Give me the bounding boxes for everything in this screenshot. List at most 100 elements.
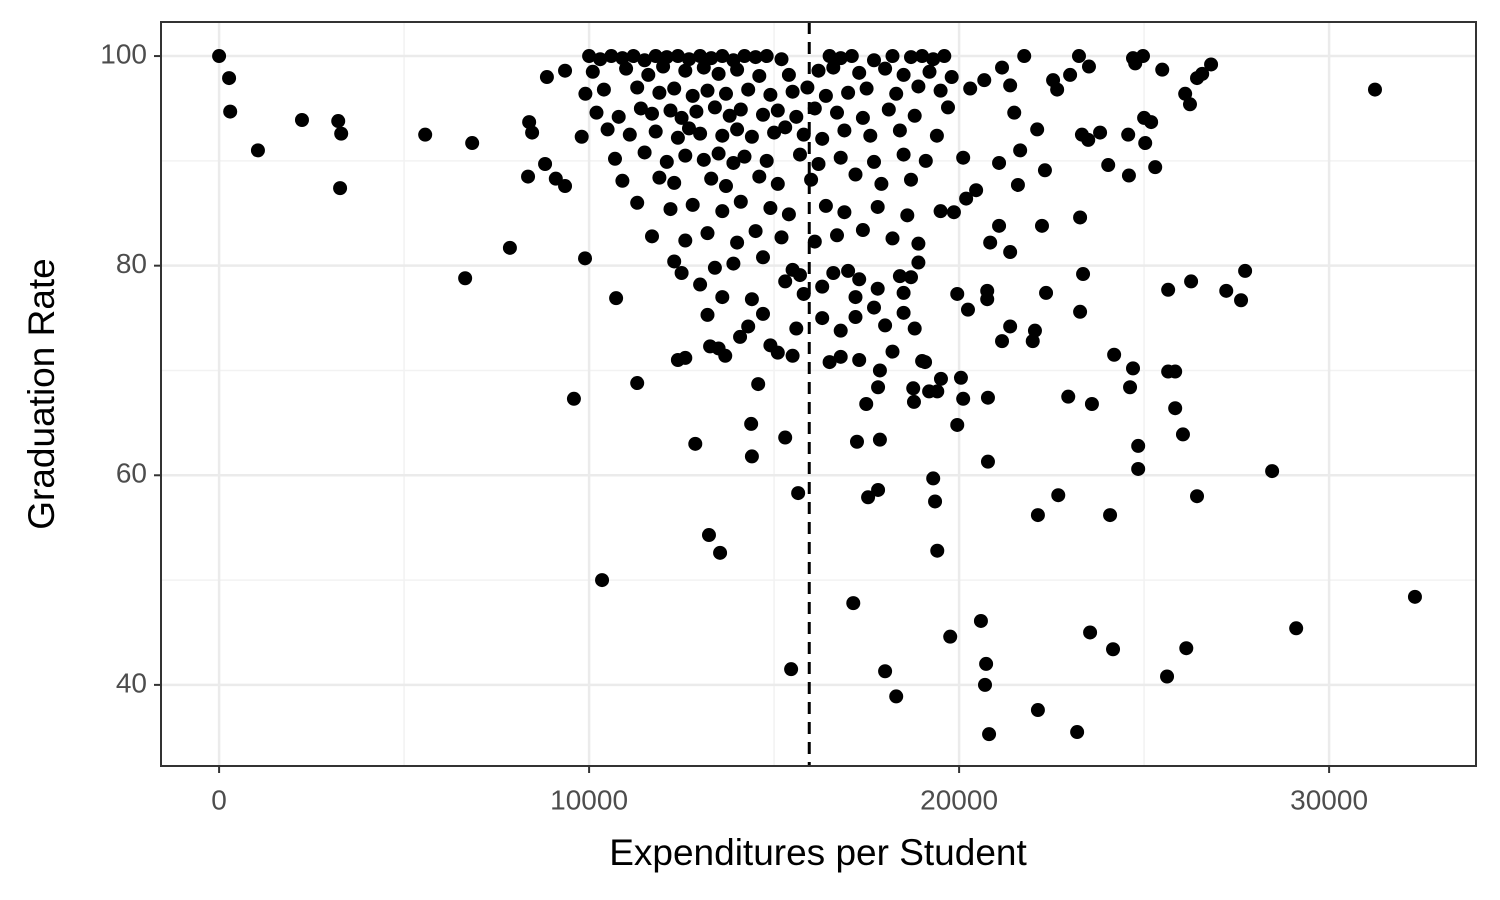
point bbox=[953, 370, 968, 385]
point bbox=[849, 434, 864, 449]
point bbox=[926, 52, 941, 67]
point bbox=[630, 80, 645, 95]
point bbox=[1161, 282, 1176, 297]
point bbox=[595, 573, 610, 588]
point bbox=[1039, 285, 1054, 300]
point bbox=[752, 68, 767, 83]
point bbox=[781, 207, 796, 222]
point bbox=[715, 204, 730, 219]
point bbox=[848, 167, 863, 182]
point bbox=[701, 528, 716, 543]
point bbox=[744, 416, 759, 431]
point bbox=[792, 268, 807, 283]
point bbox=[841, 85, 856, 100]
point bbox=[811, 63, 826, 78]
point bbox=[752, 169, 767, 184]
point bbox=[755, 250, 770, 265]
point bbox=[1168, 364, 1183, 379]
point bbox=[872, 432, 887, 447]
point bbox=[867, 53, 882, 68]
point bbox=[852, 65, 867, 80]
point bbox=[1074, 127, 1089, 142]
point bbox=[1123, 380, 1138, 395]
point bbox=[852, 352, 867, 367]
point bbox=[744, 292, 759, 307]
point bbox=[982, 727, 997, 742]
point bbox=[950, 417, 965, 432]
point bbox=[294, 112, 309, 127]
point bbox=[1076, 267, 1091, 282]
point bbox=[1160, 669, 1175, 684]
point bbox=[826, 266, 841, 281]
point bbox=[633, 101, 648, 116]
point bbox=[718, 179, 733, 194]
point bbox=[885, 344, 900, 359]
y-tick-label: 80 bbox=[116, 248, 147, 279]
point bbox=[704, 51, 719, 66]
point bbox=[889, 86, 904, 101]
point bbox=[943, 629, 958, 644]
point bbox=[744, 129, 759, 144]
point bbox=[896, 67, 911, 82]
point bbox=[1175, 427, 1190, 442]
point bbox=[741, 319, 756, 334]
point bbox=[804, 172, 819, 187]
point bbox=[767, 125, 782, 140]
point bbox=[1003, 319, 1018, 334]
point bbox=[878, 61, 893, 76]
point bbox=[1003, 245, 1018, 260]
point bbox=[730, 235, 745, 250]
point bbox=[789, 109, 804, 124]
point bbox=[222, 71, 237, 86]
point bbox=[977, 73, 992, 88]
point bbox=[1137, 110, 1152, 125]
point bbox=[815, 279, 830, 294]
point bbox=[693, 49, 708, 64]
point bbox=[744, 449, 759, 464]
x-axis-title: Expenditures per Student bbox=[609, 832, 1027, 873]
point bbox=[1017, 49, 1032, 64]
point bbox=[748, 50, 763, 65]
point bbox=[755, 306, 770, 321]
point bbox=[960, 302, 975, 317]
point bbox=[807, 101, 822, 116]
point bbox=[830, 105, 845, 120]
point bbox=[582, 49, 597, 64]
point bbox=[870, 199, 885, 214]
point bbox=[980, 292, 995, 307]
point bbox=[818, 198, 833, 213]
point bbox=[863, 128, 878, 143]
point bbox=[678, 350, 693, 365]
point bbox=[904, 172, 919, 187]
point bbox=[774, 52, 789, 67]
point bbox=[1073, 304, 1088, 319]
point bbox=[837, 123, 852, 138]
point bbox=[637, 53, 652, 68]
point bbox=[748, 224, 763, 239]
point bbox=[1367, 82, 1382, 97]
point bbox=[622, 127, 637, 142]
point bbox=[574, 129, 589, 144]
point bbox=[681, 52, 696, 67]
point bbox=[1238, 263, 1253, 278]
point bbox=[841, 263, 856, 278]
point bbox=[741, 82, 756, 97]
point bbox=[1010, 177, 1025, 192]
point bbox=[889, 689, 904, 704]
point bbox=[1131, 461, 1146, 476]
point bbox=[652, 170, 667, 185]
point bbox=[648, 124, 663, 139]
point bbox=[1093, 125, 1108, 140]
point bbox=[1195, 66, 1210, 81]
x-tick-label: 0 bbox=[211, 784, 227, 815]
point bbox=[685, 197, 700, 212]
point bbox=[1155, 62, 1170, 77]
point bbox=[333, 181, 348, 196]
point bbox=[774, 230, 789, 245]
point bbox=[807, 234, 822, 249]
point bbox=[830, 228, 845, 243]
point bbox=[1234, 293, 1249, 308]
point bbox=[1407, 589, 1422, 604]
point bbox=[566, 391, 581, 406]
point bbox=[956, 391, 971, 406]
